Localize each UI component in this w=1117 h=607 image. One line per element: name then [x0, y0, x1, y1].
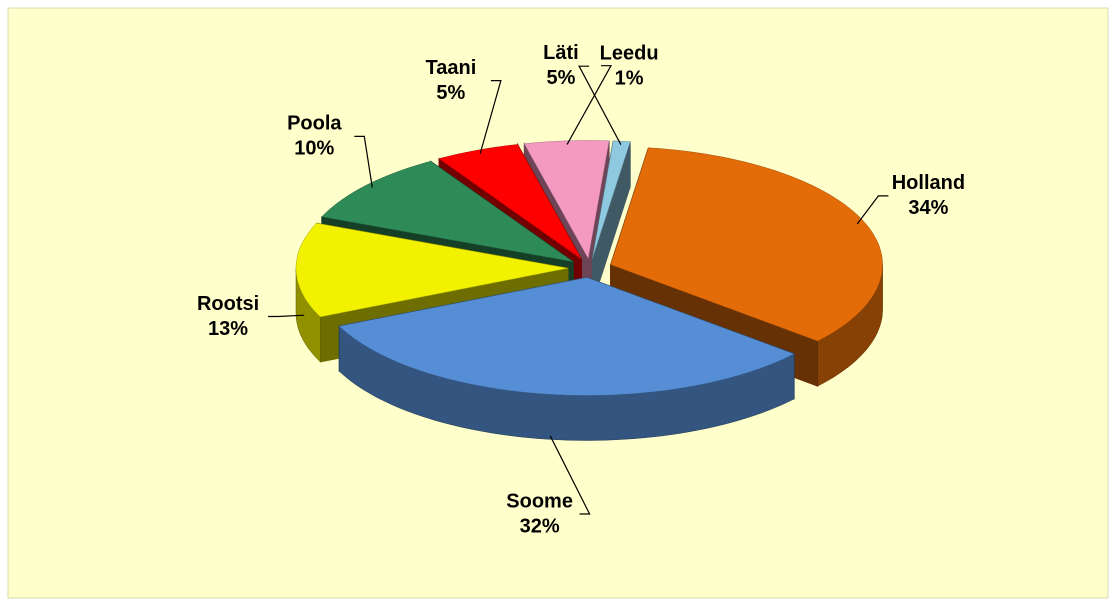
slice-label: Läti — [543, 42, 579, 64]
slice-label: Poola — [287, 113, 342, 135]
leader-line — [354, 135, 373, 188]
leader-line — [268, 314, 305, 318]
slice — [338, 277, 795, 396]
leader-line — [566, 65, 613, 145]
leader-line — [578, 65, 622, 145]
slice — [321, 161, 574, 263]
slice-label: Leedu — [600, 42, 659, 64]
value-label: 1% — [615, 67, 644, 89]
value-label: 13% — [208, 318, 248, 340]
value-label: 5% — [547, 67, 576, 89]
value-label: 5% — [436, 82, 465, 104]
value-label: 10% — [294, 138, 334, 160]
slice-label: Taani — [426, 57, 477, 79]
leader-line — [479, 79, 502, 154]
slice-label: Soome — [506, 490, 573, 512]
slice — [592, 140, 631, 259]
slice — [523, 140, 610, 260]
leader-line — [549, 435, 591, 515]
slice-label: Rootsi — [197, 293, 259, 315]
value-label: 32% — [520, 515, 560, 537]
value-label: 34% — [908, 197, 948, 219]
slice — [295, 222, 569, 318]
slice — [610, 147, 883, 342]
leader-line — [856, 195, 889, 225]
slice-label: Holland — [892, 172, 965, 194]
slice — [438, 144, 582, 260]
